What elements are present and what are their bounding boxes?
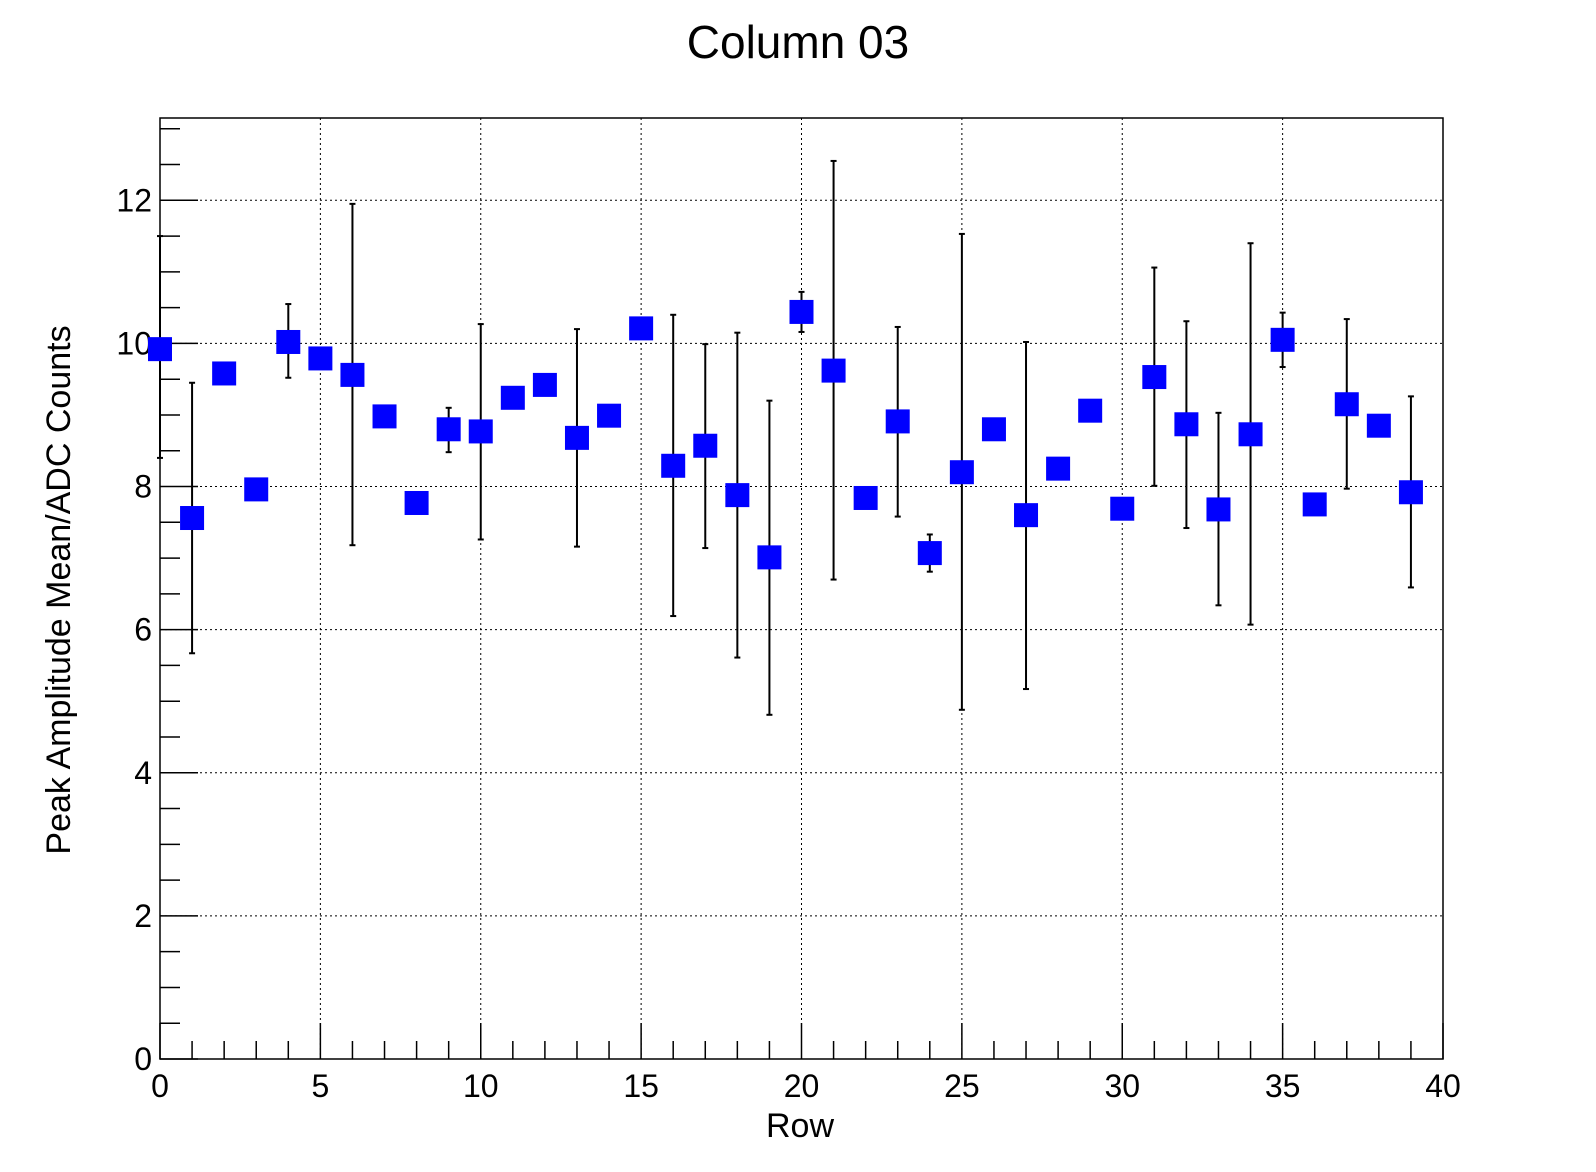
data-point bbox=[1078, 398, 1103, 423]
x-tick-label: 0 bbox=[151, 1068, 169, 1104]
x-tick-label: 5 bbox=[311, 1068, 329, 1104]
data-point bbox=[629, 316, 654, 341]
data-point bbox=[564, 425, 589, 450]
data-point bbox=[244, 477, 269, 502]
data-point bbox=[789, 299, 814, 324]
data-point bbox=[404, 490, 429, 515]
data-point bbox=[981, 417, 1006, 442]
data-point bbox=[1110, 496, 1135, 521]
data-point bbox=[180, 506, 205, 531]
data-point bbox=[885, 409, 910, 434]
data-point bbox=[597, 403, 622, 428]
y-tick-label: 10 bbox=[116, 325, 152, 361]
x-tick-label: 35 bbox=[1265, 1068, 1301, 1104]
data-point bbox=[1334, 392, 1359, 417]
y-tick-label: 2 bbox=[134, 898, 152, 934]
chart-title: Column 03 bbox=[687, 16, 909, 68]
axes: 0 5 10 15 20 25 30 35 40 0 2 4 6 8 10 12 bbox=[116, 117, 1461, 1104]
data-point bbox=[1046, 456, 1071, 481]
data-point bbox=[340, 362, 365, 387]
data-point bbox=[1142, 365, 1167, 390]
data-point bbox=[436, 417, 461, 442]
data-point bbox=[212, 361, 237, 386]
y-tick-label: 0 bbox=[134, 1041, 152, 1077]
data-point bbox=[1302, 492, 1327, 517]
data-point bbox=[725, 483, 750, 508]
data-point bbox=[1174, 412, 1199, 437]
data-point bbox=[1014, 503, 1039, 528]
x-tick-label: 15 bbox=[623, 1068, 659, 1104]
data-point bbox=[821, 358, 846, 383]
data-point bbox=[853, 485, 878, 510]
y-tick-label: 6 bbox=[134, 612, 152, 648]
data-point bbox=[468, 419, 493, 444]
y-axis-label: Peak Amplitude Mean/ADC Counts bbox=[40, 325, 78, 854]
data-point bbox=[1398, 480, 1423, 505]
data-point bbox=[757, 545, 782, 570]
x-tick-label: 30 bbox=[1104, 1068, 1140, 1104]
data-point bbox=[1206, 497, 1231, 522]
data-point bbox=[917, 541, 942, 566]
data-point bbox=[276, 329, 301, 354]
data-point bbox=[1238, 422, 1263, 447]
data-point bbox=[1366, 413, 1391, 438]
data-point bbox=[1270, 327, 1295, 352]
y-tick-label: 12 bbox=[116, 182, 152, 218]
x-tick-label: 40 bbox=[1425, 1068, 1461, 1104]
x-axis-label: Row bbox=[766, 1107, 834, 1145]
data-point bbox=[532, 372, 557, 397]
data-markers bbox=[148, 299, 1423, 570]
y-tick-label: 4 bbox=[134, 755, 152, 791]
data-point bbox=[308, 346, 333, 371]
x-tick-label: 10 bbox=[463, 1068, 499, 1104]
x-tick-label: 25 bbox=[944, 1068, 980, 1104]
data-point bbox=[661, 453, 686, 478]
x-tick-label: 20 bbox=[784, 1068, 820, 1104]
data-point bbox=[949, 460, 974, 485]
data-point bbox=[148, 337, 172, 362]
data-point bbox=[693, 433, 718, 458]
y-tick-label: 8 bbox=[134, 469, 152, 505]
data-point bbox=[500, 385, 525, 410]
data-point bbox=[372, 404, 397, 429]
